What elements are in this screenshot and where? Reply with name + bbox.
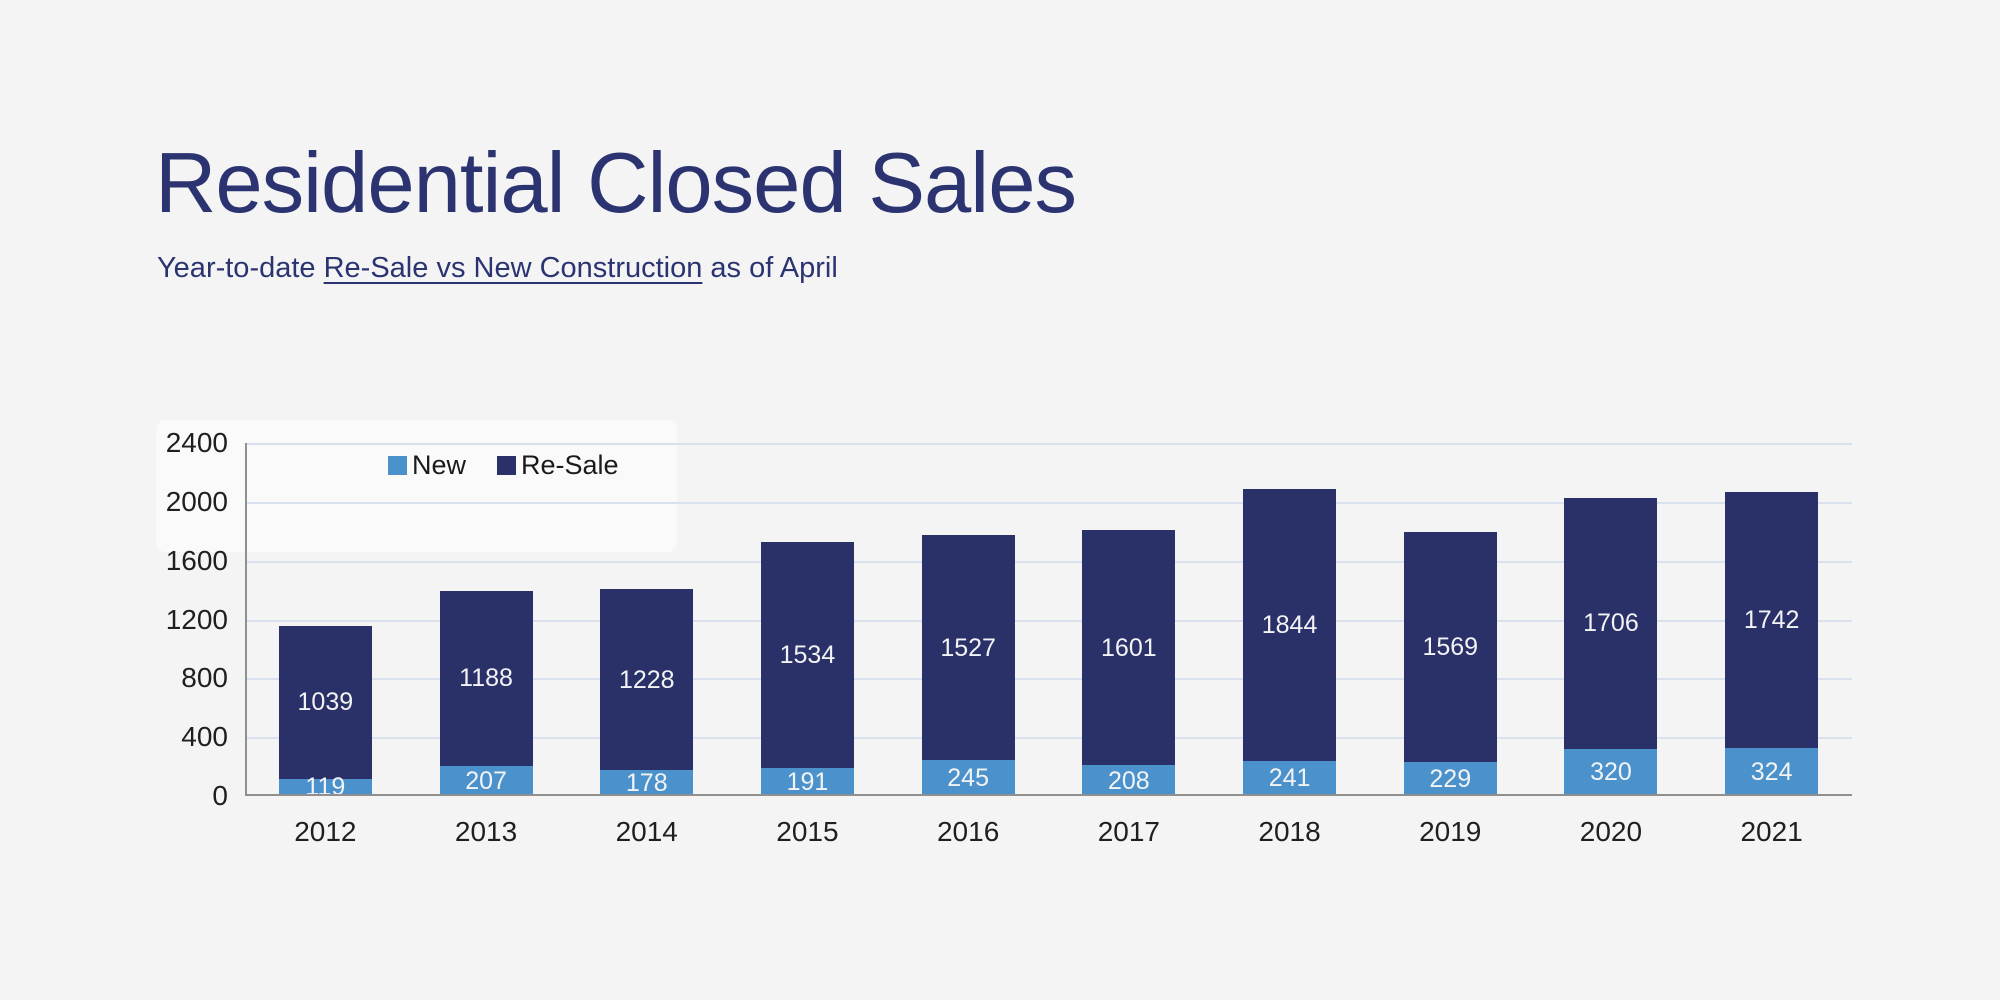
y-axis-line <box>245 443 247 796</box>
subtitle-suffix: as of April <box>702 252 838 284</box>
plot-area: New Re-Sale 1039 119 1188 207 1228 178 1534 191 1… <box>245 443 1852 796</box>
legend-label-new: New <box>412 450 467 480</box>
x-tick-label-2013: 2013 <box>454 816 518 847</box>
bar-segment-new-2021 <box>1725 748 1819 796</box>
gridline-1600 <box>245 560 1852 563</box>
x-tick-label-2018: 2018 <box>1258 816 1321 847</box>
bar-value-resale-2016: 1527 <box>940 633 996 662</box>
y-tick-label-1600: 1600 <box>165 544 228 576</box>
bar-value-resale-2017: 1601 <box>1101 633 1157 662</box>
bar-segment-resale-2018 <box>1243 489 1337 761</box>
bar-value-resale-2018: 1844 <box>1261 610 1318 639</box>
y-tick-label-400: 400 <box>181 721 228 753</box>
bar-value-new-2013: 207 <box>465 766 507 795</box>
page-title: Residential Closed Sales <box>155 136 1077 231</box>
bar-value-new-2020: 320 <box>1590 758 1632 787</box>
x-axis-line <box>245 794 1852 796</box>
bar-value-resale-2015: 1534 <box>779 641 836 670</box>
legend-swatch-re-sale <box>497 456 517 475</box>
bar-value-new-2018: 241 <box>1268 764 1311 793</box>
gridline-400 <box>245 737 1852 740</box>
gridline-2000 <box>245 501 1852 504</box>
bar-2018: 1844 241 <box>1243 489 1337 796</box>
y-tick-label-1200: 1200 <box>165 603 228 635</box>
x-tick-label-2014: 2014 <box>615 816 678 847</box>
bar-2016: 1527 245 <box>921 535 1015 796</box>
bar-segment-new-2015 <box>760 767 854 796</box>
bar-segment-resale-2021 <box>1725 492 1819 749</box>
bar-segment-resale-2017 <box>1082 529 1176 766</box>
bar-value-resale-2019: 1569 <box>1422 632 1479 661</box>
bar-segment-new-2016 <box>921 759 1015 796</box>
x-tick-label-2021: 2021 <box>1740 816 1803 847</box>
bar-2013: 1188 207 <box>439 590 533 796</box>
bar-segment-new-2017 <box>1082 765 1176 796</box>
y-tick-label-2000: 2000 <box>165 485 228 517</box>
bar-segment-resale-2015 <box>760 542 854 768</box>
bar-segment-resale-2014 <box>600 589 694 770</box>
bar-value-new-2021: 324 <box>1750 758 1793 787</box>
y-axis-labels: 0 400 800 1200 1600 2000 2400 <box>118 0 228 1000</box>
legend-item-re-sale: Re-Sale <box>497 450 619 481</box>
bar-segment-new-2014 <box>600 769 694 796</box>
gridline-1200 <box>245 619 1852 622</box>
subtitle-prefix: Year-to-date <box>157 252 324 284</box>
bar-value-resale-2021: 1742 <box>1743 606 1800 635</box>
subtitle-link[interactable]: Re-Sale vs New Construction <box>323 252 703 284</box>
bar-segment-new-2019 <box>1403 762 1497 796</box>
chart-highlight-panel <box>156 420 677 552</box>
bar-value-new-2012: 119 <box>305 773 346 796</box>
bar-segment-resale-2012 <box>278 625 372 779</box>
bar-segment-new-2013 <box>439 765 533 796</box>
legend-item-new: New <box>388 450 466 481</box>
bar-segment-resale-2020 <box>1564 498 1658 749</box>
bar-2020: 1706 320 <box>1564 498 1658 796</box>
legend-label-re-sale: Re-Sale <box>521 450 619 480</box>
bar-segment-resale-2013 <box>439 590 533 766</box>
x-tick-label-2017: 2017 <box>1097 816 1160 847</box>
bar-value-new-2015: 191 <box>786 767 829 796</box>
bar-2012: 1039 119 <box>278 625 372 796</box>
y-tick-label-800: 800 <box>181 662 228 694</box>
x-tick-label-2012: 2012 <box>294 816 357 847</box>
x-tick-label-2016: 2016 <box>936 816 1000 847</box>
bar-segment-new-2020 <box>1564 748 1658 796</box>
bar-value-resale-2020: 1706 <box>1583 609 1639 638</box>
bar-2019: 1569 229 <box>1403 531 1497 796</box>
x-tick-label-2019: 2019 <box>1419 816 1482 847</box>
bar-value-resale-2014: 1228 <box>618 665 675 694</box>
x-axis-labels: 2012 2013 2014 2015 2016 2017 2018 2019 2020 2021 <box>245 815 1852 849</box>
bar-value-new-2014: 178 <box>625 768 668 796</box>
legend-swatch-new <box>388 456 407 475</box>
bar-value-resale-2013: 1188 <box>459 664 513 693</box>
bar-2015: 1534 191 <box>760 542 854 796</box>
bar-2021: 1742 324 <box>1725 492 1819 796</box>
bar-segment-resale-2016 <box>921 535 1015 760</box>
bar-segment-new-2012 <box>278 778 372 796</box>
y-tick-label-0: 0 <box>212 780 228 811</box>
bar-2014: 1228 178 <box>600 589 694 796</box>
bar-value-new-2016: 245 <box>947 763 989 792</box>
bar-segment-resale-2019 <box>1403 531 1497 763</box>
bar-value-new-2017: 208 <box>1107 766 1150 795</box>
bar-value-resale-2012: 1039 <box>297 688 354 717</box>
page-subtitle: Year-to-date Re-Sale vs New Construction… <box>157 251 838 286</box>
y-tick-label-2400: 2400 <box>165 427 228 458</box>
bar-segment-new-2018 <box>1243 760 1337 796</box>
bar-2017: 1601 208 <box>1082 529 1176 796</box>
x-tick-label-2020: 2020 <box>1579 816 1643 847</box>
gridline-2400 <box>245 443 1852 445</box>
bar-value-new-2019: 229 <box>1429 765 1472 794</box>
legend: New Re-Sale <box>388 450 619 481</box>
x-tick-label-2015: 2015 <box>776 816 839 847</box>
gridline-800 <box>245 678 1852 681</box>
